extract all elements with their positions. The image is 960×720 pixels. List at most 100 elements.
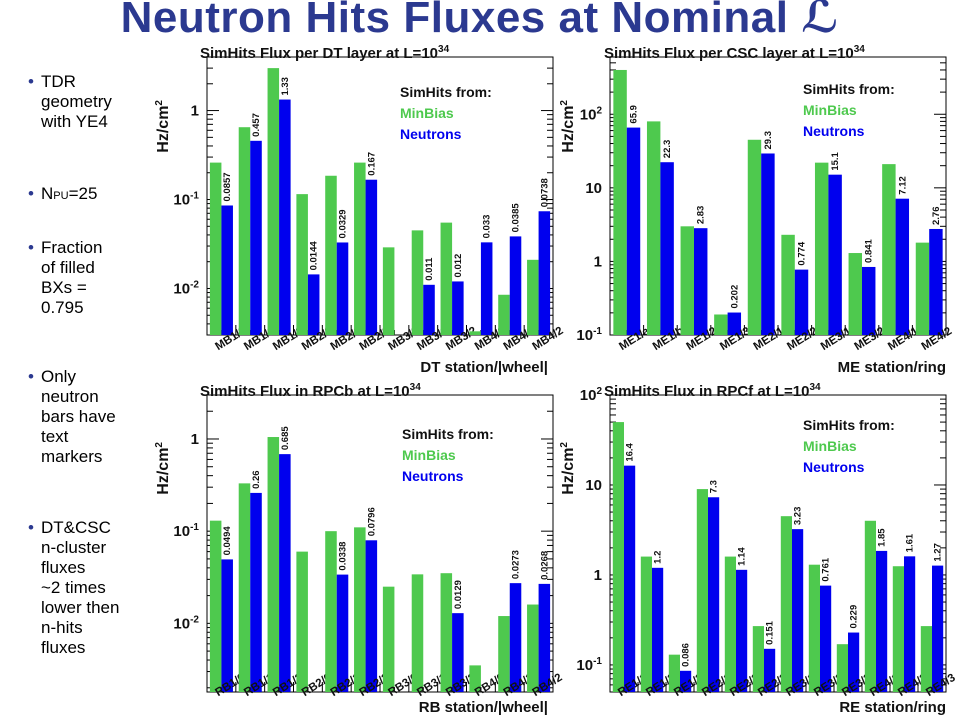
y-tick-label: 1 — [594, 253, 602, 270]
y-tick-label: 102 — [580, 105, 603, 123]
bullet-text: N — [41, 184, 54, 203]
bar-neutrons — [828, 174, 842, 335]
bullet-fraction: • Fraction of filled BXs = 0.795 — [28, 238, 103, 317]
chart-panel-3: 110-110-20.0494RB1/00.26RB1/10.685RB1/2R… — [154, 382, 564, 716]
bar-neutrons — [336, 242, 349, 335]
bar-value-label: 0.167 — [366, 152, 377, 176]
y-tick-label: 10 — [585, 477, 602, 494]
chart-panel-4: 10210110-116.4RE1/11.2RE1/20.086RE1/37.3… — [559, 382, 958, 716]
bar-value-label: 0.0144 — [309, 241, 320, 271]
legend-minbias: MinBias — [803, 102, 857, 118]
y-tick-label: 102 — [580, 386, 603, 404]
chart-panel-1: 110-110-20.0857MB1/00.457MB1/11.33MB1/20… — [154, 44, 566, 376]
bar-value-label: 1.61 — [905, 533, 916, 552]
bar-neutrons — [652, 567, 664, 692]
legend-title: SimHits from: — [402, 426, 494, 442]
bar-minbias — [469, 665, 481, 692]
bar-value-label: 0.0494 — [222, 526, 233, 556]
bar-neutrons — [279, 99, 291, 335]
bar-value-label: 0.0268 — [539, 551, 550, 580]
bar-minbias — [354, 162, 366, 335]
bar-value-label: 0.0273 — [511, 550, 522, 579]
bar-neutrons — [820, 585, 832, 692]
bar-minbias — [354, 527, 366, 692]
bar-value-label: 29.3 — [763, 131, 774, 150]
bar-neutrons — [761, 153, 775, 335]
bar-value-label: 0.0738 — [539, 178, 550, 207]
y-tick-label: 10-1 — [173, 191, 199, 209]
x-axis-label: RB station/|wheel| — [419, 699, 548, 716]
bar-minbias — [882, 164, 896, 335]
bar-minbias — [724, 556, 736, 692]
bar-neutrons — [452, 281, 464, 335]
bullet-clusters: • DT&CSC n-cluster fluxes ~2 times lower … — [28, 518, 120, 657]
bar-value-label: 1.2 — [653, 551, 664, 564]
bar-value-label: 0.761 — [821, 557, 832, 581]
y-axis-label: Hz/cm2 — [559, 100, 577, 153]
bar-minbias — [527, 604, 539, 692]
bar-minbias — [325, 175, 337, 335]
y-tick-label: 1 — [594, 567, 602, 584]
bullet-text: DT&CSC n-cluster fluxes ~2 times lower t… — [41, 518, 120, 657]
bar-minbias — [836, 644, 848, 692]
bar-neutrons — [660, 162, 674, 335]
bar-neutrons — [929, 228, 943, 335]
bar-neutrons — [509, 236, 522, 335]
bar-minbias — [848, 253, 862, 335]
y-axis-label: Hz/cm2 — [559, 442, 577, 495]
bar-neutrons — [336, 574, 349, 692]
legend-neutrons: Neutrons — [400, 126, 462, 142]
bar-neutrons — [480, 242, 493, 335]
bar-minbias — [209, 162, 222, 335]
y-tick-label: 10 — [585, 180, 602, 197]
bar-value-label: 3.23 — [793, 507, 804, 526]
bar-value-label: 1.27 — [933, 543, 944, 562]
y-tick-label: 1 — [191, 431, 199, 448]
chart-title: SimHits Flux in RPCb at L=1034 — [200, 382, 421, 400]
bar-minbias — [411, 574, 424, 692]
bar-minbias — [612, 422, 624, 692]
bullet-text: Fraction of filled BXs = 0.795 — [41, 238, 103, 317]
bar-neutrons — [876, 550, 888, 692]
bar-value-label: 7.3 — [709, 480, 720, 493]
bar-minbias — [469, 331, 481, 335]
bar-neutrons — [694, 228, 708, 335]
bar-neutrons — [794, 269, 809, 335]
bar-neutrons — [452, 613, 464, 692]
bullet-markers: • Only neutron bars have text markers — [28, 367, 116, 466]
legend-title: SimHits from: — [803, 417, 895, 433]
legend-minbias: MinBias — [402, 447, 456, 463]
bar-minbias — [696, 489, 708, 692]
bar-minbias — [498, 294, 510, 335]
bar-value-label: 0.151 — [765, 620, 776, 644]
bar-minbias — [752, 626, 764, 692]
chart-title: SimHits Flux in RPCf at L=1034 — [604, 382, 821, 400]
bar-neutrons — [279, 454, 291, 692]
bar-minbias — [892, 566, 904, 692]
bar-minbias — [640, 556, 652, 692]
legend-neutrons: Neutrons — [803, 123, 865, 139]
bar-minbias — [680, 226, 694, 335]
bar-value-label: 1.14 — [737, 547, 748, 566]
bar-value-label: 0.0796 — [366, 507, 377, 536]
bar-value-label: 0.202 — [729, 285, 740, 309]
bar-neutrons — [680, 670, 692, 692]
bar-neutrons — [727, 312, 742, 335]
bar-neutrons — [764, 648, 776, 692]
bar-minbias — [238, 483, 251, 692]
bar-minbias — [714, 314, 728, 335]
bar-minbias — [325, 531, 337, 692]
bar-neutrons — [736, 569, 748, 692]
bullet-text-after: =25 — [68, 184, 98, 203]
bar-neutrons — [626, 127, 641, 335]
bar-neutrons — [250, 492, 262, 692]
bar-value-label: 7.12 — [897, 176, 908, 195]
bar-minbias — [613, 69, 627, 335]
legend-title: SimHits from: — [400, 84, 492, 100]
bar-neutrons — [904, 556, 916, 692]
bar-neutrons — [365, 540, 378, 692]
slide-title: Neutron Hits Fluxes at Nominal ℒ — [120, 0, 840, 42]
bar-value-label: 0.0385 — [511, 203, 522, 233]
bar-value-label: 1.85 — [877, 528, 888, 547]
